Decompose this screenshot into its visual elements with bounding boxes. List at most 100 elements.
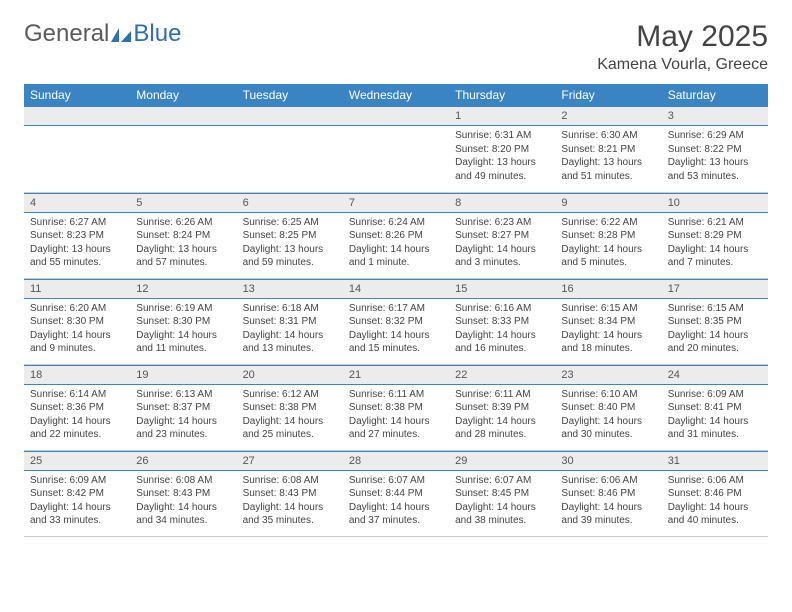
day-daylight2: and 40 minutes. (668, 514, 762, 528)
day-cell: 30Sunrise: 6:06 AMSunset: 8:46 PMDayligh… (555, 450, 661, 536)
day-daylight2: and 30 minutes. (561, 428, 655, 442)
day-daylight2: and 28 minutes. (455, 428, 549, 442)
weekday-header: Tuesday (237, 84, 343, 106)
day-number (130, 106, 236, 126)
day-details: Sunrise: 6:10 AMSunset: 8:40 PMDaylight:… (555, 385, 661, 446)
day-daylight1: Daylight: 14 hours (455, 243, 549, 257)
day-daylight1: Daylight: 14 hours (668, 329, 762, 343)
day-details: Sunrise: 6:19 AMSunset: 8:30 PMDaylight:… (130, 299, 236, 360)
day-daylight2: and 3 minutes. (455, 256, 549, 270)
day-sunrise: Sunrise: 6:15 AM (561, 302, 655, 316)
day-sunset: Sunset: 8:29 PM (668, 229, 762, 243)
day-number: 12 (130, 279, 236, 299)
day-daylight1: Daylight: 14 hours (455, 329, 549, 343)
day-number: 1 (449, 106, 555, 126)
logo-text-general: General (24, 20, 109, 48)
day-daylight2: and 5 minutes. (561, 256, 655, 270)
day-cell: 21Sunrise: 6:11 AMSunset: 8:38 PMDayligh… (343, 364, 449, 450)
day-details: Sunrise: 6:24 AMSunset: 8:26 PMDaylight:… (343, 213, 449, 274)
day-daylight2: and 9 minutes. (30, 342, 124, 356)
day-details: Sunrise: 6:06 AMSunset: 8:46 PMDaylight:… (555, 471, 661, 532)
day-sunset: Sunset: 8:32 PM (349, 315, 443, 329)
day-sunrise: Sunrise: 6:27 AM (30, 216, 124, 230)
page-header: General Blue May 2025 Kamena Vourla, Gre… (24, 20, 768, 74)
day-daylight2: and 11 minutes. (136, 342, 230, 356)
day-daylight1: Daylight: 13 hours (243, 243, 337, 257)
day-daylight1: Daylight: 14 hours (243, 501, 337, 515)
day-number (24, 106, 130, 126)
day-cell: 6Sunrise: 6:25 AMSunset: 8:25 PMDaylight… (237, 192, 343, 278)
day-daylight2: and 15 minutes. (349, 342, 443, 356)
day-daylight2: and 39 minutes. (561, 514, 655, 528)
day-cell: 24Sunrise: 6:09 AMSunset: 8:41 PMDayligh… (662, 364, 768, 450)
day-daylight1: Daylight: 14 hours (243, 415, 337, 429)
day-sunrise: Sunrise: 6:25 AM (243, 216, 337, 230)
day-daylight1: Daylight: 13 hours (668, 156, 762, 170)
day-details: Sunrise: 6:07 AMSunset: 8:45 PMDaylight:… (449, 471, 555, 532)
day-number: 6 (237, 193, 343, 213)
day-number: 9 (555, 193, 661, 213)
day-cell: 12Sunrise: 6:19 AMSunset: 8:30 PMDayligh… (130, 278, 236, 364)
day-sunrise: Sunrise: 6:14 AM (30, 388, 124, 402)
day-sunset: Sunset: 8:22 PM (668, 143, 762, 157)
calendar-table: SundayMondayTuesdayWednesdayThursdayFrid… (24, 84, 768, 537)
day-daylight2: and 34 minutes. (136, 514, 230, 528)
day-details: Sunrise: 6:11 AMSunset: 8:39 PMDaylight:… (449, 385, 555, 446)
day-sunset: Sunset: 8:33 PM (455, 315, 549, 329)
day-daylight1: Daylight: 13 hours (561, 156, 655, 170)
day-daylight1: Daylight: 14 hours (243, 329, 337, 343)
day-cell: 26Sunrise: 6:08 AMSunset: 8:43 PMDayligh… (130, 450, 236, 536)
title-block: May 2025 Kamena Vourla, Greece (597, 20, 768, 74)
day-details: Sunrise: 6:20 AMSunset: 8:30 PMDaylight:… (24, 299, 130, 360)
day-sunrise: Sunrise: 6:13 AM (136, 388, 230, 402)
day-details: Sunrise: 6:08 AMSunset: 8:43 PMDaylight:… (237, 471, 343, 532)
day-daylight1: Daylight: 14 hours (30, 329, 124, 343)
location-label: Kamena Vourla, Greece (597, 56, 768, 74)
day-sunrise: Sunrise: 6:07 AM (349, 474, 443, 488)
week-row: 18Sunrise: 6:14 AMSunset: 8:36 PMDayligh… (24, 364, 768, 450)
day-number: 15 (449, 279, 555, 299)
day-number: 5 (130, 193, 236, 213)
day-cell (24, 106, 130, 192)
calendar-body: 1Sunrise: 6:31 AMSunset: 8:20 PMDaylight… (24, 106, 768, 536)
day-sunrise: Sunrise: 6:26 AM (136, 216, 230, 230)
day-number: 2 (555, 106, 661, 126)
day-daylight1: Daylight: 14 hours (455, 501, 549, 515)
day-daylight1: Daylight: 14 hours (349, 329, 443, 343)
day-details: Sunrise: 6:31 AMSunset: 8:20 PMDaylight:… (449, 126, 555, 187)
day-number: 16 (555, 279, 661, 299)
week-row: 11Sunrise: 6:20 AMSunset: 8:30 PMDayligh… (24, 278, 768, 364)
day-sunrise: Sunrise: 6:24 AM (349, 216, 443, 230)
day-sunrise: Sunrise: 6:19 AM (136, 302, 230, 316)
day-daylight1: Daylight: 14 hours (349, 415, 443, 429)
day-daylight2: and 51 minutes. (561, 170, 655, 184)
day-sunset: Sunset: 8:34 PM (561, 315, 655, 329)
day-number: 31 (662, 451, 768, 471)
day-sunset: Sunset: 8:44 PM (349, 487, 443, 501)
day-sunrise: Sunrise: 6:15 AM (668, 302, 762, 316)
day-details: Sunrise: 6:12 AMSunset: 8:38 PMDaylight:… (237, 385, 343, 446)
week-row: 25Sunrise: 6:09 AMSunset: 8:42 PMDayligh… (24, 450, 768, 536)
day-details: Sunrise: 6:22 AMSunset: 8:28 PMDaylight:… (555, 213, 661, 274)
day-daylight2: and 27 minutes. (349, 428, 443, 442)
day-sunset: Sunset: 8:42 PM (30, 487, 124, 501)
day-cell (343, 106, 449, 192)
day-daylight1: Daylight: 14 hours (668, 415, 762, 429)
day-number: 23 (555, 365, 661, 385)
day-daylight1: Daylight: 14 hours (349, 243, 443, 257)
day-number (237, 106, 343, 126)
day-daylight1: Daylight: 14 hours (668, 243, 762, 257)
day-number: 3 (662, 106, 768, 126)
weekday-header: Sunday (24, 84, 130, 106)
day-daylight2: and 53 minutes. (668, 170, 762, 184)
day-daylight1: Daylight: 14 hours (668, 501, 762, 515)
day-sunset: Sunset: 8:43 PM (243, 487, 337, 501)
day-number: 17 (662, 279, 768, 299)
day-sunrise: Sunrise: 6:16 AM (455, 302, 549, 316)
day-sunset: Sunset: 8:38 PM (349, 401, 443, 415)
logo: General Blue (24, 20, 181, 48)
day-daylight2: and 7 minutes. (668, 256, 762, 270)
day-number: 14 (343, 279, 449, 299)
day-details: Sunrise: 6:13 AMSunset: 8:37 PMDaylight:… (130, 385, 236, 446)
day-number: 10 (662, 193, 768, 213)
